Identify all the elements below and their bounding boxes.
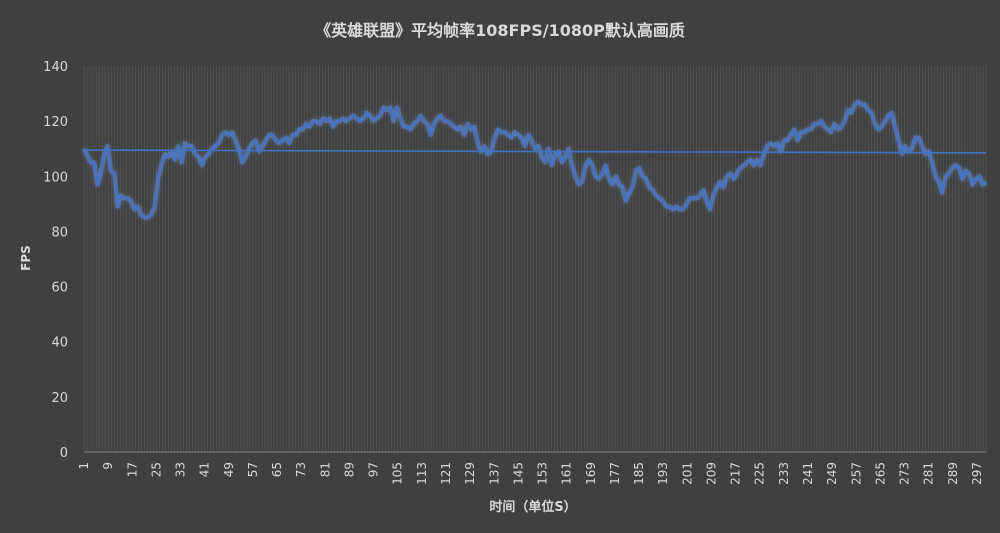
x-tick-label: 289 <box>946 462 960 485</box>
x-tick-label: 233 <box>777 462 791 485</box>
x-tick-label: 169 <box>584 462 598 485</box>
x-tick-label: 137 <box>487 462 501 485</box>
x-tick-label: 65 <box>270 462 284 477</box>
y-axis-title: FPS <box>19 245 33 271</box>
x-tick-label: 49 <box>222 462 236 477</box>
x-tick-label: 33 <box>174 462 188 477</box>
y-tick-label: 60 <box>51 281 68 296</box>
x-tick-label: 9 <box>101 462 115 470</box>
x-tick-label: 257 <box>849 462 863 485</box>
x-tick-label: 209 <box>705 462 719 485</box>
x-tick-label: 161 <box>560 462 574 485</box>
x-tick-label: 217 <box>729 462 743 485</box>
x-tick-label: 113 <box>415 462 429 485</box>
x-tick-label: 129 <box>463 462 477 485</box>
chart-title: 《英雄联盟》平均帧率108FPS/1080P默认高画质 <box>315 21 685 40</box>
x-tick-label: 201 <box>680 462 694 485</box>
y-tick-label: 20 <box>51 391 68 406</box>
grid-layer <box>83 66 987 452</box>
x-tick-label: 193 <box>656 462 670 485</box>
y-tick-label: 0 <box>60 446 68 461</box>
x-tick-label: 57 <box>246 462 260 477</box>
fps-series-line <box>83 100 987 219</box>
series-layer <box>81 99 988 220</box>
y-tick-label: 140 <box>43 60 68 75</box>
x-tick-label: 225 <box>753 462 767 485</box>
axis-layer: 0 20 40 60 80 100 120 140 1 9 17 25 33 41 49 57 65 73 81 89… <box>43 60 986 485</box>
x-tick-label: 1 <box>77 462 91 470</box>
y-tick-label: 100 <box>43 170 68 185</box>
x-tick-label: 241 <box>801 462 815 485</box>
x-tick-label: 41 <box>198 462 212 477</box>
y-tick-label: 40 <box>51 336 68 351</box>
x-tick-label: 121 <box>439 462 453 485</box>
x-tick-label: 97 <box>367 462 381 477</box>
x-tick-label: 89 <box>343 462 357 477</box>
x-tick-label: 281 <box>922 462 936 485</box>
x-tick-label: 185 <box>632 462 646 485</box>
x-tick-label: 249 <box>825 462 839 485</box>
x-tick-label: 153 <box>536 462 550 485</box>
y-tick-label: 80 <box>51 225 68 240</box>
x-tick-label: 17 <box>125 462 139 477</box>
x-tick-label: 177 <box>608 462 622 485</box>
x-tick-label: 105 <box>391 462 405 485</box>
x-tick-label: 273 <box>898 462 912 485</box>
x-axis-title: 时间（单位S） <box>489 499 576 515</box>
x-tick-label: 73 <box>294 462 308 477</box>
x-tick-label: 81 <box>318 462 332 477</box>
y-tick-label: 120 <box>43 115 68 130</box>
x-tick-label: 25 <box>149 462 163 477</box>
x-tick-label: 297 <box>970 462 984 485</box>
x-tick-label: 265 <box>873 462 887 485</box>
x-tick-label: 145 <box>511 462 525 485</box>
fps-series-glow <box>81 99 988 220</box>
average-fps-line <box>83 149 987 154</box>
